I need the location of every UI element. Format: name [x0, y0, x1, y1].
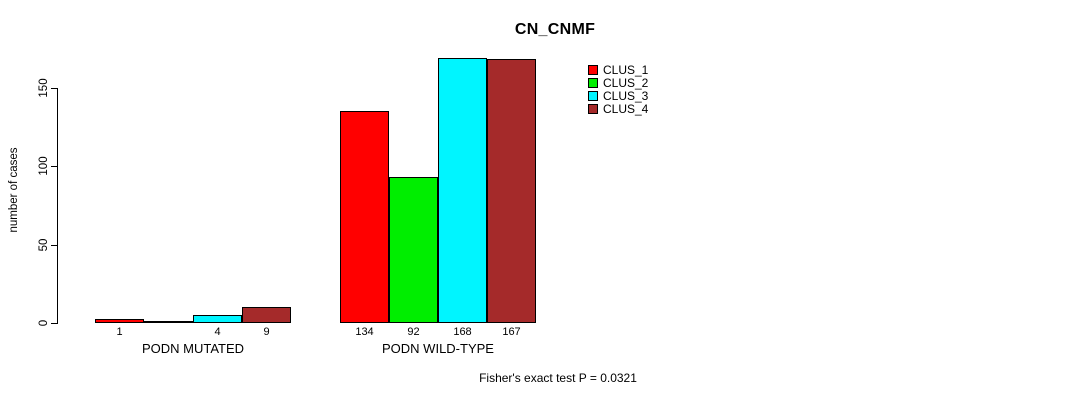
fisher-test-annotation: Fisher's exact test P = 0.0321: [479, 371, 637, 385]
bar-value-label: 4: [214, 326, 221, 338]
y-axis-label: number of cases: [8, 147, 20, 233]
bar-CLUS_1: [95, 319, 144, 323]
y-axis-line: [57, 88, 58, 324]
x-axis-group-label: PODN MUTATED: [141, 341, 245, 356]
x-axis-group-label: PODN WILD-TYPE: [382, 341, 494, 356]
bar-CLUS_4: [487, 59, 536, 323]
legend-swatch-CLUS_2: [588, 78, 598, 88]
y-axis-tick-label: 0: [38, 319, 50, 327]
bar-CLUS_1: [340, 111, 389, 323]
bar-CLUS_2: [144, 321, 193, 323]
chart-title: CN_CNMF: [514, 21, 596, 38]
legend-label: CLUS_1: [603, 63, 649, 77]
bar-value-label: 134: [355, 326, 374, 338]
bar-value-label: 9: [263, 326, 270, 338]
bar-CLUS_3: [438, 58, 487, 323]
y-axis-tick-label: 50: [38, 238, 50, 252]
y-axis-tick: [51, 245, 58, 246]
legend-swatch-CLUS_3: [588, 91, 598, 101]
legend-swatch-CLUS_1: [588, 65, 598, 75]
bar-CLUS_3: [193, 315, 242, 323]
legend-label: CLUS_2: [603, 76, 649, 90]
y-axis-tick: [51, 88, 58, 89]
bar-value-label: 167: [502, 326, 521, 338]
y-axis-tick-label: 100: [38, 156, 50, 176]
legend-swatch-CLUS_4: [588, 104, 598, 114]
bar-value-label: 168: [453, 326, 472, 338]
legend-label: CLUS_4: [603, 102, 649, 116]
legend-label: CLUS_3: [603, 89, 649, 103]
y-axis-tick-label: 150: [38, 78, 50, 98]
bar-CLUS_2: [389, 177, 438, 323]
y-axis-tick: [51, 323, 58, 324]
bar-value-label: 1: [116, 326, 123, 338]
y-axis-tick: [51, 166, 58, 167]
bar-CLUS_4: [242, 307, 291, 323]
bar-value-label: 92: [407, 326, 420, 338]
